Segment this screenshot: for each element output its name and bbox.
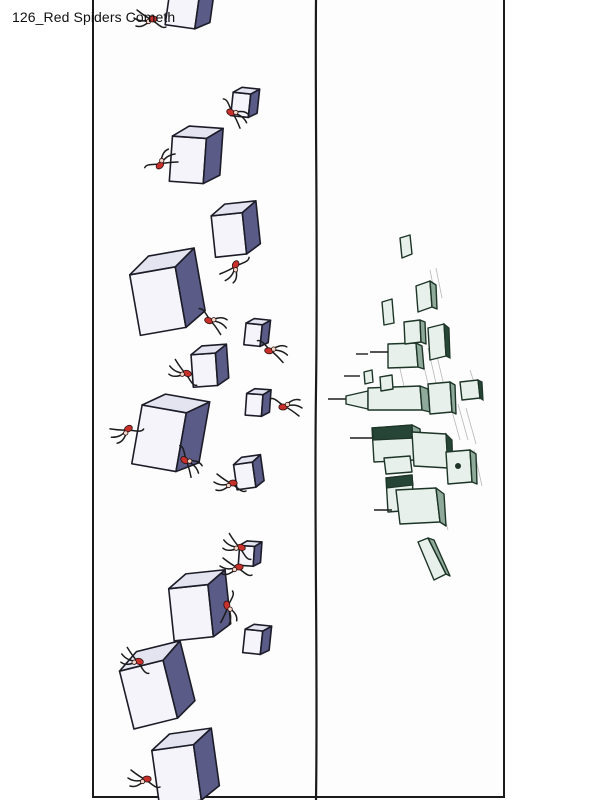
cube-face-light [244, 392, 264, 418]
red-spider [220, 590, 238, 625]
red-spider [213, 473, 247, 493]
falling-cube [243, 317, 272, 348]
image-caption: 126_Red Spiders Cometh [12, 9, 176, 25]
cube-face-top [141, 393, 211, 414]
spire-tower [328, 385, 431, 413]
cube-face-light [168, 135, 208, 185]
falling-cube [167, 568, 232, 642]
red-spider [144, 148, 179, 170]
spider-head [233, 545, 239, 551]
spider-head [232, 267, 239, 273]
falling-cube [164, 0, 217, 30]
spider-head [145, 18, 152, 25]
cube-face-light [210, 211, 248, 259]
cube-face-top [232, 453, 262, 466]
red-spider [109, 424, 145, 444]
falling-cube [210, 200, 262, 259]
cube-face-top [171, 125, 224, 140]
red-spider [222, 532, 252, 561]
red-spider [198, 307, 228, 336]
spider-head [123, 430, 129, 436]
red-spider [179, 444, 203, 479]
falling-cube [244, 387, 272, 418]
falling-cube [168, 125, 224, 185]
spider-head [231, 566, 238, 573]
falling-cube [151, 727, 221, 800]
spider-head [131, 659, 137, 665]
red-spider [133, 9, 167, 29]
cube-face-top [210, 200, 257, 217]
building-middle-cluster [350, 378, 484, 485]
red-spider [168, 358, 198, 387]
falling-cube [118, 639, 196, 730]
red-spider [222, 98, 250, 129]
city-skyline-group [328, 234, 484, 581]
building-upper-cluster [344, 234, 451, 392]
cube-face-top [190, 343, 228, 356]
cube-face-top [244, 623, 273, 632]
cube-face-top [232, 86, 261, 95]
spider-head [159, 158, 165, 164]
building-lower-cluster [374, 474, 451, 581]
red-spider [219, 256, 250, 284]
spider-head [187, 458, 193, 464]
falling-cube [232, 453, 265, 491]
spider-head [139, 778, 146, 785]
cube-face-dark [193, 0, 217, 30]
spider-head [227, 606, 233, 612]
spider-head [179, 371, 185, 377]
cube-face-top [151, 727, 213, 752]
falling-cube [237, 540, 263, 568]
spider-head [233, 109, 239, 116]
red-spider [219, 557, 253, 577]
panel-divider [314, 0, 318, 800]
falling-cubes-group [118, 0, 273, 800]
cube-face-top [128, 247, 195, 276]
cube-face-light [167, 583, 215, 642]
spider-head [225, 482, 232, 489]
red-spider [127, 769, 161, 789]
falling-cube [190, 343, 230, 389]
spider-head [284, 401, 291, 408]
red-spider [269, 397, 303, 417]
cube-face-light [243, 322, 264, 348]
spider-head [271, 346, 277, 352]
red-spider [120, 646, 150, 675]
spider-head [211, 317, 217, 323]
cube-face-top [245, 387, 272, 396]
cube-face-top [167, 568, 226, 590]
cube-face-light [241, 628, 264, 656]
red-spiders-group [109, 9, 303, 789]
cube-face-top [245, 317, 272, 326]
red-spider [256, 339, 289, 364]
cube-face-top [238, 540, 263, 548]
cube-face-light [190, 352, 219, 389]
falling-cube [241, 623, 273, 656]
falling-cube [128, 247, 206, 337]
